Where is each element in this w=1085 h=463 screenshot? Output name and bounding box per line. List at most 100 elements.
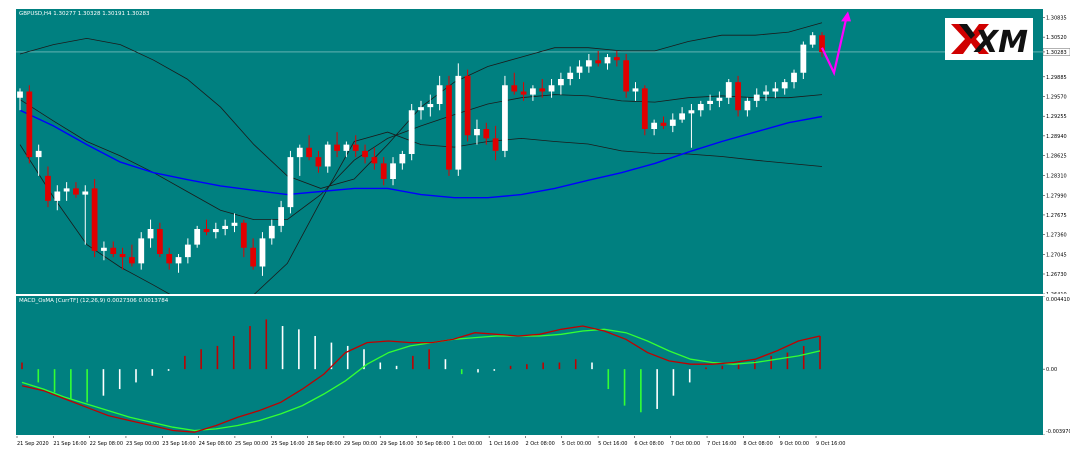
xm-logo: XM [945, 18, 1033, 60]
time-tick-label: 1 Oct 00:00 [453, 441, 482, 447]
bull-candle [725, 82, 732, 98]
bull-candle [54, 191, 61, 201]
time-tick-label: 28 Sep 08:00 [308, 441, 341, 447]
macd-indicator-panel[interactable]: MACD_OsMA [CurrTF] (12,26,9) 0.0027306 0… [16, 296, 1043, 435]
bear-candle [110, 247, 117, 254]
time-tick-label: 23 Sep 16:00 [162, 441, 195, 447]
time-tick-label: 9 Oct 00:00 [780, 441, 809, 447]
bear-candle [91, 188, 98, 251]
bear-candle [334, 144, 340, 151]
bull-candle [781, 82, 788, 89]
indicator-tick-label: -0.0039700 [1046, 429, 1070, 435]
bear-candle [129, 257, 135, 264]
bull-candle [324, 144, 331, 167]
time-tick-label: 7 Oct 16:00 [707, 441, 736, 447]
price-tick-label: 1.29255 [1046, 114, 1067, 120]
bull-candle [399, 154, 406, 164]
price-chart-panel[interactable]: GBPUSD,H4 1.30277 1.30328 1.30191 1.3028… [16, 9, 1043, 314]
bull-candle [744, 100, 751, 111]
bear-candle [73, 188, 79, 195]
time-tick-label: 9 Oct 16:00 [816, 441, 845, 447]
price-tick-label: 1.26730 [1046, 272, 1067, 278]
time-tick-label: 29 Sep 16:00 [380, 441, 413, 447]
xm-logo-icon: XM [951, 24, 1028, 56]
bull-candle [651, 122, 658, 129]
price-tick-label: 1.30835 [1046, 15, 1067, 21]
bull-candle [576, 66, 583, 73]
bull-candle [791, 72, 797, 83]
price-scale-axis[interactable]: 1.30835 1.30520 1.30283 1.29885 1.29570 1.292… [1042, 9, 1071, 298]
bull-candle [716, 97, 723, 101]
bear-candle [26, 91, 33, 158]
bull-candle [604, 57, 611, 64]
time-axis-svg: 21 Sep 2020 21 Sep 16:00 22 Sep 08:00 23 Se… [16, 436, 845, 447]
time-tick-label: 5 Oct 16:00 [598, 441, 627, 447]
bull-candle [147, 229, 154, 239]
bull-candle [287, 157, 294, 208]
bear-candle [464, 75, 471, 136]
bear-candle [119, 254, 126, 258]
bull-candle [772, 88, 779, 92]
price-scale-svg: 1.30835 1.30520 1.30283 1.29885 1.29570 1.292… [1042, 15, 1071, 298]
price-tick-label: 1.28625 [1046, 154, 1067, 160]
bull-candle [418, 107, 424, 111]
price-tick-label: 1.27360 [1046, 233, 1067, 239]
bull-candle [502, 85, 508, 151]
bear-candle [166, 254, 173, 264]
bull-candle [632, 88, 639, 92]
bear-candle [240, 222, 247, 248]
bear-candle [511, 85, 518, 92]
bull-candle [212, 229, 219, 233]
bull-candle [530, 88, 536, 95]
bull-candle [753, 94, 760, 101]
bull-candle [296, 147, 303, 158]
bull-candle [194, 229, 201, 245]
bull-candle [17, 91, 23, 98]
bear-candle [250, 247, 257, 267]
bull-candle [800, 44, 807, 73]
macd-indicator-svg [21, 319, 821, 433]
time-tick-label: 22 Sep 08:00 [90, 441, 123, 447]
bear-candle [306, 147, 312, 158]
time-tick-label: 21 Sep 16:00 [53, 441, 86, 447]
bull-candle [35, 150, 42, 158]
bull-candle [548, 85, 555, 92]
forecast-arrow-line [821, 19, 848, 77]
bull-candle [809, 35, 816, 45]
time-tick-label: 25 Sep 16:00 [271, 441, 304, 447]
time-tick-label: 23 Sep 00:00 [126, 441, 159, 447]
time-tick-label: 2 Oct 08:00 [525, 441, 554, 447]
forecast-arrow-head-icon [841, 11, 851, 22]
bull-candle [184, 244, 191, 258]
bull-candle [268, 225, 275, 239]
price-tick-label: 1.28310 [1046, 173, 1067, 179]
price-tick-label: 1.29570 [1046, 95, 1067, 101]
moving-average-line [19, 109, 823, 199]
chart-symbol-header: GBPUSD,H4 1.30277 1.30328 1.30191 1.3028… [19, 11, 150, 17]
bear-candle [819, 35, 825, 53]
bear-candle [660, 122, 667, 126]
time-tick-label: 29 Sep 00:00 [344, 441, 377, 447]
bear-candle [203, 229, 210, 233]
bull-candle [427, 104, 434, 108]
bull-candle [763, 91, 769, 95]
bear-candle [362, 150, 368, 158]
macd-line [21, 325, 821, 433]
bull-candle [679, 113, 686, 120]
bear-candle [483, 129, 490, 139]
bear-candle [380, 163, 387, 179]
bull-candle [567, 72, 574, 79]
bear-candle [45, 175, 51, 201]
time-tick-label: 7 Oct 00:00 [671, 441, 700, 447]
time-axis[interactable]: 21 Sep 2020 21 Sep 16:00 22 Sep 08:00 23 Se… [16, 435, 1070, 449]
indicator-tick-label: 0.00 [1046, 367, 1057, 373]
price-tick-label: 1.29885 [1046, 75, 1067, 81]
bull-candle [697, 104, 704, 111]
time-tick-label: 21 Sep 2020 [17, 441, 49, 447]
bear-candle [352, 144, 359, 151]
bull-candle [222, 225, 229, 229]
